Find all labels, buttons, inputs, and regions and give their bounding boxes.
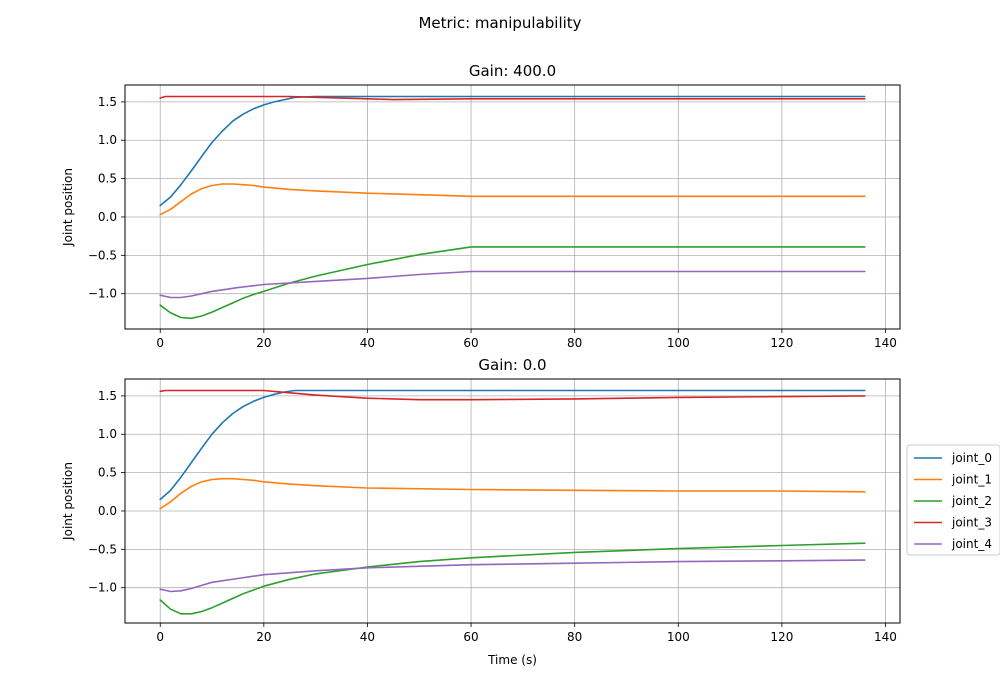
plot-frame (124, 84, 901, 330)
y-tick-label: 0.5 (98, 172, 117, 186)
series-line-joint-2 (159, 542, 866, 615)
x-tick-label: 40 (360, 336, 375, 350)
x-tick-label: 80 (567, 336, 582, 350)
x-tick-label: 60 (463, 630, 478, 644)
y-tick-label: −1.0 (88, 581, 117, 595)
x-tick-label: 140 (874, 630, 897, 644)
figure-suptitle: Metric: manipulability (418, 14, 581, 32)
series-line-joint-0 (159, 389, 866, 501)
y-tick-label: 1.5 (98, 95, 117, 109)
legend-label-joint-2: joint_2 (951, 494, 992, 508)
series-line-joint-2 (159, 246, 866, 320)
y-axis-title: Joint position (61, 462, 75, 541)
y-tick-label: 0.0 (98, 210, 117, 224)
grid (125, 379, 900, 623)
x-tick-label: 40 (360, 630, 375, 644)
y-tick-label: −0.5 (88, 542, 117, 556)
subplot-top: Gain: 400.0 Joint position 0 20 40 60 80 100 1… (61, 62, 901, 350)
series-line-joint-3 (159, 389, 866, 401)
y-tick-label: −1.0 (88, 287, 117, 301)
y-tick-label: 1.5 (98, 389, 117, 403)
x-tick-label: 80 (567, 630, 582, 644)
y-tick-label: 1.0 (98, 427, 117, 441)
grid (125, 85, 900, 329)
legend-label-joint-0: joint_0 (951, 451, 992, 465)
y-tick-label: −0.5 (88, 248, 117, 262)
series-line-joint-4 (159, 270, 866, 299)
x-tick-label: 120 (770, 336, 793, 350)
legend-label-joint-4: joint_4 (951, 537, 992, 551)
subplot-title: Gain: 400.0 (469, 62, 556, 80)
y-tick-label: 0.5 (98, 466, 117, 480)
series-line-joint-3 (159, 95, 866, 101)
y-tick-label: 1.0 (98, 133, 117, 147)
x-tick-label: 20 (256, 630, 271, 644)
ticks: 0 20 40 60 80 100 120 140 −1.0 −0.5 0.0 0.5 1.0 1.5 (88, 95, 897, 350)
legend-box (906, 444, 1000, 556)
series-group (159, 95, 866, 320)
series-line-joint-1 (159, 477, 866, 510)
x-tick-label: 100 (667, 336, 690, 350)
series-line-joint-4 (159, 559, 866, 593)
x-tick-label: 20 (256, 336, 271, 350)
series-line-joint-1 (159, 183, 866, 216)
x-tick-label: 140 (874, 336, 897, 350)
legend-label-joint-1: joint_1 (951, 473, 992, 487)
plot-frame (124, 378, 901, 624)
y-axis-title: Joint position (61, 168, 75, 247)
x-tick-label: 60 (463, 336, 478, 350)
subplot-bottom: Gain: 0.0 Joint position Time (s) 0 20 40 6… (61, 356, 901, 667)
x-axis-title: Time (s) (487, 653, 537, 667)
legend: joint_0 joint_1 joint_2 joint_3 joint_4 (906, 444, 1000, 556)
series-group (159, 389, 866, 615)
legend-label-joint-3: joint_3 (951, 516, 992, 530)
x-tick-label: 120 (770, 630, 793, 644)
x-tick-label: 0 (156, 630, 164, 644)
x-tick-label: 0 (156, 336, 164, 350)
x-tick-label: 100 (667, 630, 690, 644)
series-line-joint-0 (159, 95, 866, 207)
ticks: 0 20 40 60 80 100 120 140 −1.0 −0.5 0.0 0.5 1.0 1.5 (88, 389, 897, 644)
y-tick-label: 0.0 (98, 504, 117, 518)
subplot-title: Gain: 0.0 (478, 356, 546, 374)
